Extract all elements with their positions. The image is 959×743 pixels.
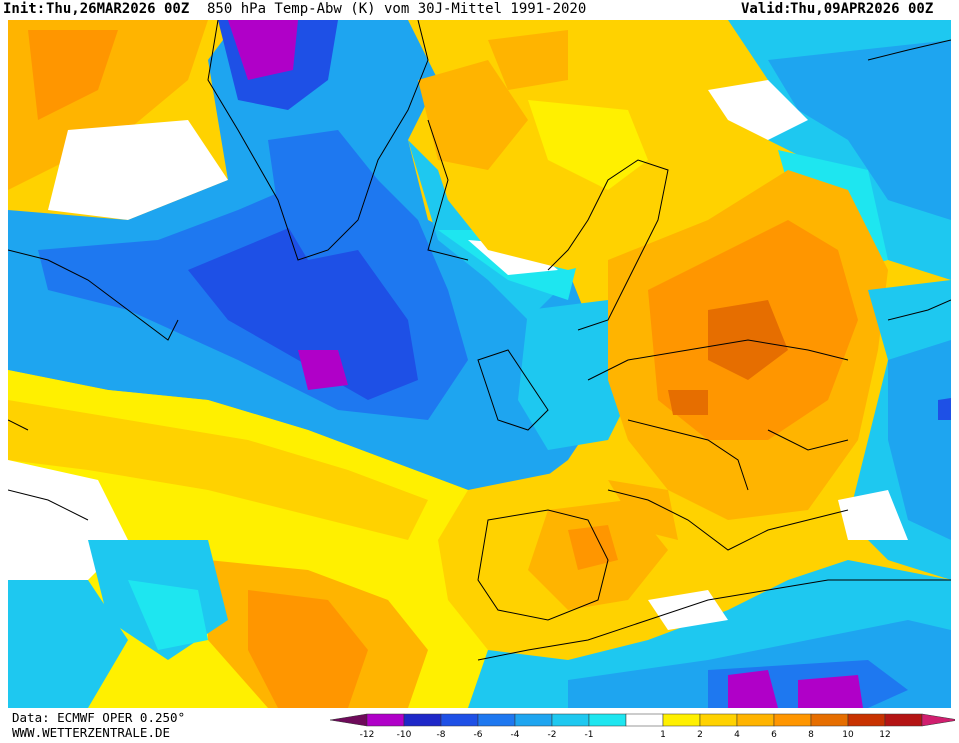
valid-label: Valid: — [741, 1, 792, 17]
legend-tick-label: -8 — [437, 730, 446, 739]
anomaly-field — [8, 20, 951, 708]
legend-tick-label: 10 — [842, 730, 854, 739]
website-text: WWW.WETTERZENTRALE.DE — [12, 725, 171, 740]
anomaly-map — [8, 20, 951, 708]
init-date: Thu,26MAR2026 00Z — [46, 1, 190, 17]
legend-swatch — [366, 713, 405, 727]
legend-swatch — [847, 713, 886, 727]
legend-swatch — [884, 713, 923, 727]
legend-tick-label: 6 — [771, 730, 777, 739]
legend-swatch — [773, 713, 812, 727]
legend-tick-label: 8 — [808, 730, 814, 739]
chart-title: 850 hPa Temp-Abw (K) vom 30J-Mittel 1991… — [207, 1, 587, 17]
legend-swatch — [921, 713, 959, 727]
legend-swatch — [736, 713, 775, 727]
data-source-text: Data: ECMWF OPER 0.250° — [12, 710, 186, 725]
legend-tick-label: 4 — [734, 730, 740, 739]
legend-swatch — [477, 713, 516, 727]
legend-tick-label: -6 — [474, 730, 483, 739]
legend-tick-label: 12 — [879, 730, 890, 739]
legend-swatch — [625, 713, 664, 727]
legend-swatch — [329, 713, 368, 727]
valid-date: Thu,09APR2026 00Z — [790, 1, 934, 17]
legend-tick-label: -4 — [511, 730, 520, 739]
legend-tick-label: 1 — [660, 730, 666, 739]
legend-swatch — [810, 713, 849, 727]
legend-tick-label: 2 — [697, 730, 703, 739]
color-legend: -12 -10 -8 -6 -4 -2 -1 1 2 4 6 8 10 12 — [329, 712, 959, 740]
init-label: Init: — [3, 1, 46, 17]
header-bar: Init: Thu,26MAR2026 00Z 850 hPa Temp-Abw… — [0, 0, 959, 20]
legend-swatch — [588, 713, 627, 727]
legend-swatch — [403, 713, 442, 727]
legend-swatch — [699, 713, 738, 727]
legend-tick-label: -10 — [397, 730, 412, 739]
legend-swatch — [551, 713, 590, 727]
legend-swatch — [440, 713, 479, 727]
legend-tick-label: -1 — [585, 730, 594, 739]
legend-tick-label: -2 — [548, 730, 557, 739]
legend-swatch — [514, 713, 553, 727]
legend-colorbar: -12 -10 -8 -6 -4 -2 -1 1 2 4 6 8 10 12 — [329, 713, 959, 740]
legend-swatch — [662, 713, 701, 727]
legend-tick-label: -12 — [360, 730, 375, 739]
